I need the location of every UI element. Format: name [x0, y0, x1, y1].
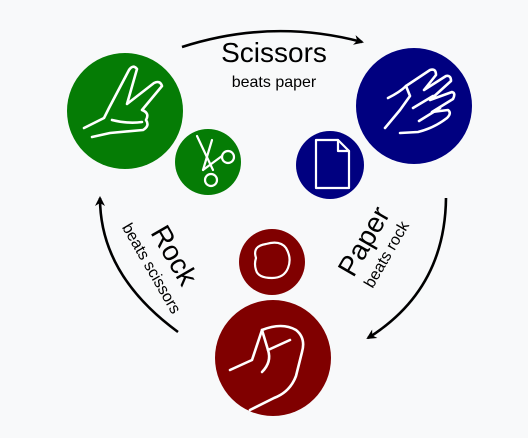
arrow-rock-to-scissors [95, 196, 179, 334]
rock-object-circle [239, 229, 305, 295]
scissors-caption: beats paper [232, 74, 317, 91]
stone-icon [253, 241, 291, 280]
arrow-paper-to-rock [366, 197, 448, 340]
scissors-object-circle [175, 129, 241, 195]
scissors-icon [195, 134, 236, 188]
fist-icon [228, 324, 305, 412]
scissors-label: Scissors [221, 37, 327, 68]
scissors-hand-circle [67, 53, 183, 169]
paper-group: Paper beats rock [296, 48, 472, 291]
arrow-scissors-to-paper [181, 29, 364, 49]
document-icon [314, 138, 351, 190]
open-hand-icon [383, 68, 456, 135]
scissors-group: Scissors beats paper [67, 37, 327, 195]
v-sign-hand-icon [82, 65, 164, 139]
rock-hand-circle [215, 300, 331, 416]
